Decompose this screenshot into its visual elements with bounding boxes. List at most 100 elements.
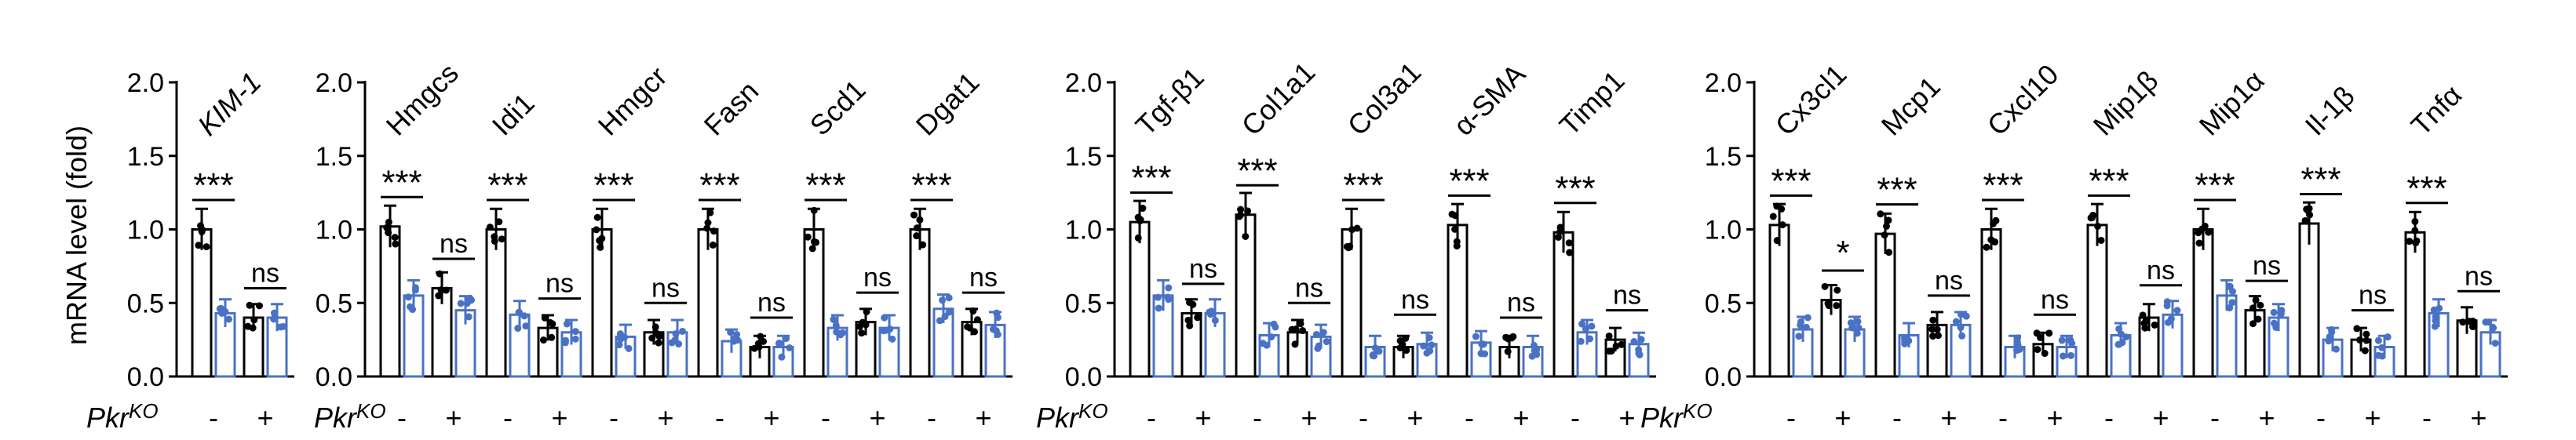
bar-plus-black-point — [436, 270, 443, 278]
pkr-ko-superscript: KO — [356, 399, 386, 423]
bar-plus-blue-point — [1528, 352, 1536, 360]
bar-minus-blue-point — [221, 307, 229, 315]
bar-plus-black-point — [549, 320, 556, 328]
bar-plus-black-point — [2139, 311, 2147, 319]
bar-plus-black-point — [2252, 296, 2260, 304]
bar-plus-black-point — [2459, 318, 2467, 326]
pkr-plus-label: + — [1618, 402, 1635, 434]
bar-plus-black-point — [1291, 340, 1299, 348]
bar-plus-black-point — [2257, 301, 2264, 309]
bar-minus-blue-point — [1481, 350, 1489, 358]
bar-plus-blue-point — [2491, 340, 2499, 347]
significance-label: * — [1836, 234, 1849, 272]
bar-plus-black-point — [1928, 325, 1936, 333]
bar-plus-black-point — [1184, 316, 1192, 324]
bar-minus-blue-point — [1272, 323, 1279, 331]
significance-label: ns — [1295, 273, 1323, 303]
pkr-plus-label: + — [2364, 402, 2381, 434]
bar-plus-black-point — [2036, 333, 2044, 341]
y-tick-label: 0.0 — [127, 362, 164, 392]
bar-minus-black — [191, 228, 213, 378]
bar-plus-blue-point — [678, 327, 686, 335]
bar-minus-black-point — [1885, 216, 1892, 224]
bar-minus-black-point — [2306, 211, 2314, 219]
bar-plus-black-point — [755, 343, 763, 351]
pkr-plus-label: + — [551, 402, 567, 434]
pkr-minus-label: - — [397, 402, 407, 434]
bar-minus-blue-point — [1804, 314, 1812, 322]
bar-plus-blue-point — [778, 353, 786, 361]
bar-plus-black-point — [249, 324, 257, 332]
bar-plus-black-point — [862, 321, 870, 329]
significance-label: ns — [2147, 256, 2175, 285]
pkr-plus-label: + — [657, 402, 673, 434]
pkr-plus-label: + — [869, 402, 885, 434]
bar-plus-blue-point — [2490, 324, 2498, 332]
bar-minus-black-point — [1453, 242, 1461, 250]
bar-plus-black-point — [1825, 302, 1833, 310]
bar-minus-blue-point — [2332, 345, 2340, 353]
bar-minus-blue-point — [936, 317, 943, 325]
pkr-minus-label: - — [1359, 402, 1368, 434]
bar-plus-blue-point — [1848, 324, 1856, 332]
pkr-ko-row-label: PkrKO — [1640, 399, 1713, 434]
bar-plus-blue-point — [1315, 342, 1323, 350]
bar-plus-blue-point — [1531, 347, 1538, 355]
bar-minus-blue-point — [1165, 284, 1173, 292]
bar-plus-black-point — [1821, 282, 1829, 290]
y-tick-label: 0.5 — [316, 289, 352, 318]
y-tick-label: 1.5 — [127, 142, 164, 172]
bar-minus-black-point — [919, 241, 927, 249]
bar-plus-blue-point — [561, 339, 569, 347]
bar-minus-blue-point — [2016, 345, 2023, 353]
bar-minus-black-point — [383, 224, 391, 231]
bar-minus-black — [379, 225, 401, 378]
bar-plus-blue-point — [2163, 302, 2171, 310]
significance-label: *** — [1343, 166, 1383, 205]
bar-plus-black-point — [760, 337, 768, 345]
bar-plus-blue-point — [1425, 334, 1433, 342]
pkr-ko-row-label: PkrKO — [314, 399, 386, 434]
bar-minus-blue-point — [1797, 318, 1804, 325]
bar-minus-blue-point — [520, 312, 528, 320]
bar-plus-black-point — [256, 302, 264, 310]
bar-minus-black-point — [1779, 221, 1786, 229]
significance-label: ns — [2041, 285, 2069, 315]
bar-minus-black-point — [197, 222, 205, 230]
bar-minus-black-point — [491, 237, 498, 245]
bar-minus-black-point — [808, 245, 816, 253]
bar-minus-black-point — [1769, 213, 1777, 220]
bar-minus-black-point — [1556, 224, 1564, 231]
bar-minus-black-point — [1451, 225, 1459, 233]
bar-minus-blue-point — [2228, 288, 2236, 296]
bar-minus-black-point — [1778, 205, 1786, 213]
bar-plus-blue-point — [783, 335, 790, 343]
bar-plus-black-point — [1194, 314, 1202, 322]
bar-minus-black-point — [195, 242, 203, 249]
bar-plus-black-point — [964, 323, 972, 331]
bar-minus-black-point — [596, 237, 604, 245]
bar-plus-black-point — [435, 292, 443, 300]
bar-plus-blue-point — [2164, 318, 2172, 326]
bar-minus-blue-point — [2114, 340, 2122, 348]
bar-plus-black-point — [437, 285, 445, 293]
bar-minus-blue-point — [225, 315, 233, 323]
pkr-plus-label: + — [2152, 402, 2169, 434]
bar-plus-blue-point — [1530, 341, 1538, 349]
bar-minus-black-point — [1877, 210, 1885, 218]
bar-plus-black-point — [2045, 329, 2053, 337]
bar-plus-black-point — [2356, 336, 2364, 344]
bar-minus-black-point — [593, 213, 601, 221]
bar-minus-black-point — [495, 218, 503, 226]
pkr-minus-label: - — [1998, 402, 2008, 434]
bar-minus-black-point — [703, 224, 711, 232]
bar-plus-blue-point — [563, 320, 571, 328]
bar-minus-black-point — [2094, 222, 2102, 230]
bar-minus-black-point — [1991, 238, 1999, 246]
significance-label: *** — [593, 166, 633, 205]
bar-minus-black-point — [1992, 216, 2000, 224]
bar-plus-blue-point — [1855, 324, 1863, 332]
pkr-ko-superscript: KO — [1078, 399, 1108, 423]
bar-plus-blue-point — [1957, 324, 1965, 332]
